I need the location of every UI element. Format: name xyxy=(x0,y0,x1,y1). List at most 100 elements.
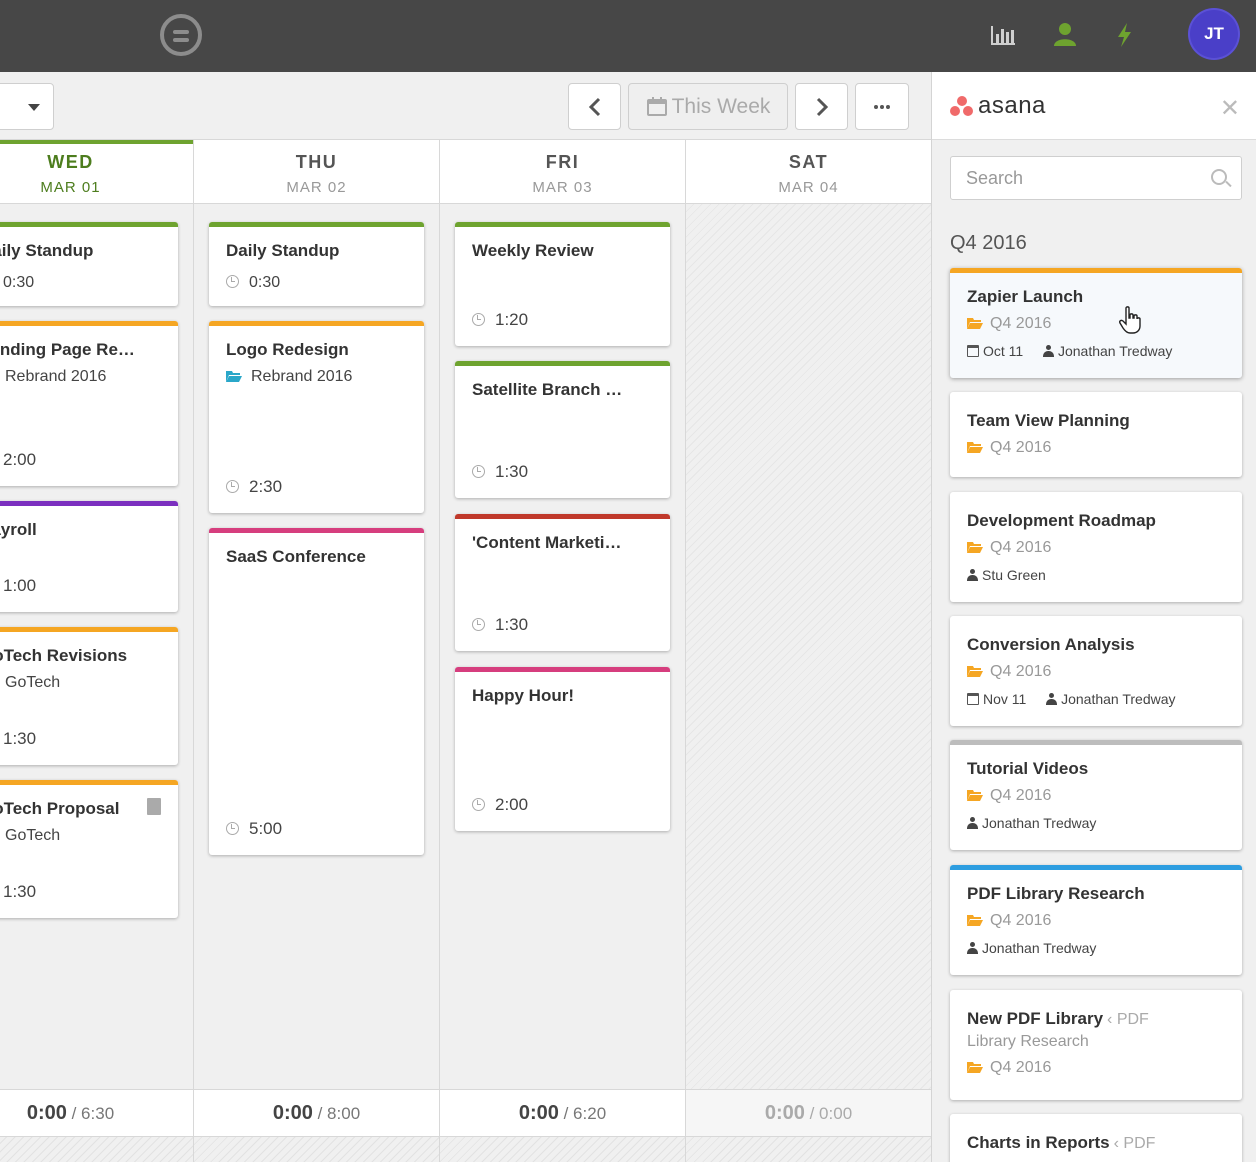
task-color-bar xyxy=(0,627,178,632)
search-icon[interactable] xyxy=(1211,169,1227,185)
task-color-bar xyxy=(455,222,670,227)
task-title: Zapier Launch xyxy=(967,287,1084,306)
task-title: Charts in Reports ‹ PDF xyxy=(967,1133,1156,1152)
calendar-icon xyxy=(967,345,979,357)
task-project: Q4 2016 xyxy=(967,315,1051,333)
task-card[interactable]: Weekly Review 1:20 xyxy=(455,222,670,346)
day-header: THU MAR 02 xyxy=(194,140,439,204)
task-assignee: Jonathan Tredway xyxy=(1057,343,1173,359)
logged-time: 0:00 xyxy=(764,1102,805,1124)
task-card[interactable]: Payroll 1:00 xyxy=(0,501,178,612)
day-of-week: WED xyxy=(47,152,94,172)
day-body[interactable] xyxy=(686,204,931,1089)
task-duration: 0:30 xyxy=(226,274,280,292)
app-logo-icon[interactable] xyxy=(160,14,202,56)
user-icon xyxy=(967,942,978,954)
task-project: Q4 2016 xyxy=(967,912,1051,930)
this-week-button[interactable]: This Week xyxy=(628,83,788,130)
day-body[interactable]: Weekly Review 1:20 Satellite Branch … 1:… xyxy=(440,204,685,1089)
hand-cursor-icon xyxy=(1119,306,1141,334)
this-week-label: This Week xyxy=(671,94,771,118)
task-card[interactable]: Daily Standup 0:30 xyxy=(0,222,178,306)
task-card[interactable]: SaaS Conference 5:00 xyxy=(209,528,424,855)
folder-icon xyxy=(226,371,242,382)
planned-time: / 0:00 xyxy=(809,1104,853,1123)
reports-icon[interactable] xyxy=(988,20,1018,50)
task-assignee: Jonathan Tredway xyxy=(982,815,1097,831)
task-title: Daily Standup xyxy=(0,241,94,260)
day-of-week: SAT xyxy=(788,152,829,172)
parent-task: ‹ PDF xyxy=(1113,1135,1156,1152)
top-bar: JT xyxy=(0,0,1256,72)
task-card[interactable]: GoTech Proposal GoTech 1:30 xyxy=(0,780,178,918)
document-icon[interactable] xyxy=(147,798,161,815)
task-color-bar xyxy=(950,865,1242,870)
day-column-sat: SAT MAR 04 0:00 / 0:00 xyxy=(686,140,931,1162)
more-options-button[interactable] xyxy=(855,83,909,130)
asana-task-card[interactable]: Charts in Reports ‹ PDF xyxy=(950,1114,1242,1162)
asana-task-card[interactable]: New PDF Library ‹ PDF Library Research Q4… xyxy=(950,990,1242,1100)
folder-icon xyxy=(967,542,983,553)
task-color-bar xyxy=(209,528,424,533)
lightning-icon[interactable] xyxy=(1110,20,1140,50)
task-card[interactable]: GoTech Revisions GoTech 1:30 xyxy=(0,627,178,765)
project-group-title: Q4 2016 xyxy=(950,232,1027,254)
clock-icon xyxy=(226,275,239,288)
task-project: GoTech xyxy=(5,674,61,691)
task-card[interactable]: Daily Standup 0:30 xyxy=(209,222,424,306)
task-card[interactable]: 'Content Marketi… 1:30 xyxy=(455,514,670,651)
task-title: Daily Standup xyxy=(226,241,340,260)
task-card[interactable]: Landing Page Re… Rebrand 2016 2:00 xyxy=(0,321,178,486)
day-total: 0:00 / 8:00 xyxy=(194,1089,439,1137)
task-color-bar xyxy=(0,222,178,227)
asana-task-card[interactable]: Zapier Launch Q4 2016 Oct 11 Jonathan Tr… xyxy=(950,268,1242,378)
task-title: GoTech Revisions xyxy=(0,646,128,665)
day-date: MAR 01 xyxy=(40,179,101,196)
task-project: Q4 2016 xyxy=(967,787,1051,805)
next-row-strip xyxy=(440,1137,685,1162)
day-body[interactable]: Daily Standup 0:30 Landing Page Re… Rebr… xyxy=(0,204,193,1089)
view-dropdown[interactable] xyxy=(0,83,54,130)
parent-task-continued: Library Research xyxy=(967,1033,1089,1050)
asana-logo: asana xyxy=(950,92,1046,120)
clock-icon xyxy=(226,480,239,493)
task-card[interactable]: Satellite Branch … 1:30 xyxy=(455,361,670,498)
user-icon xyxy=(967,817,978,829)
task-title: SaaS Conference xyxy=(226,547,366,566)
planned-time: / 6:30 xyxy=(71,1104,115,1123)
task-card[interactable]: Happy Hour! 2:00 xyxy=(455,667,670,831)
close-icon[interactable]: ✕ xyxy=(1219,95,1240,122)
task-color-bar xyxy=(209,321,424,326)
clock-icon xyxy=(472,465,485,478)
folder-icon xyxy=(967,915,983,926)
task-duration: 1:30 xyxy=(472,615,528,635)
next-week-button[interactable] xyxy=(795,83,848,130)
clock-icon xyxy=(472,798,485,811)
task-color-bar xyxy=(455,361,670,366)
day-body[interactable]: Daily Standup 0:30 Logo Redesign Rebrand… xyxy=(194,204,439,1089)
search-input[interactable] xyxy=(951,157,1201,199)
task-project: Q4 2016 xyxy=(967,539,1051,557)
task-duration: 1:30 xyxy=(472,462,528,482)
task-card[interactable]: Logo Redesign Rebrand 2016 2:30 xyxy=(209,321,424,513)
people-icon[interactable] xyxy=(1050,20,1080,50)
task-assignee: Jonathan Tredway xyxy=(1061,691,1176,707)
task-duration: 0:30 xyxy=(3,274,35,291)
day-header: SAT MAR 04 xyxy=(686,140,931,204)
asana-task-card[interactable]: PDF Library Research Q4 2016 Jonathan Tr… xyxy=(950,865,1242,975)
task-title: Payroll xyxy=(0,520,37,539)
previous-week-button[interactable] xyxy=(568,83,621,130)
task-project: Q4 2016 xyxy=(967,439,1051,457)
asana-task-card[interactable]: Team View Planning Q4 2016 xyxy=(950,392,1242,477)
search-field[interactable] xyxy=(950,156,1242,200)
user-icon xyxy=(1042,345,1054,357)
asana-task-card[interactable]: Development Roadmap Q4 2016 Stu Green xyxy=(950,492,1242,602)
asana-task-card[interactable]: Tutorial Videos Q4 2016 Jonathan Tredway xyxy=(950,740,1242,850)
more-icon xyxy=(874,104,890,109)
folder-icon xyxy=(967,790,983,801)
user-avatar[interactable]: JT xyxy=(1190,10,1238,58)
asana-task-card[interactable]: Conversion Analysis Q4 2016 Nov 11 Jonat… xyxy=(950,616,1242,726)
day-date: MAR 02 xyxy=(286,179,347,196)
task-duration: 1:30 xyxy=(3,729,37,748)
task-color-bar xyxy=(455,667,670,672)
